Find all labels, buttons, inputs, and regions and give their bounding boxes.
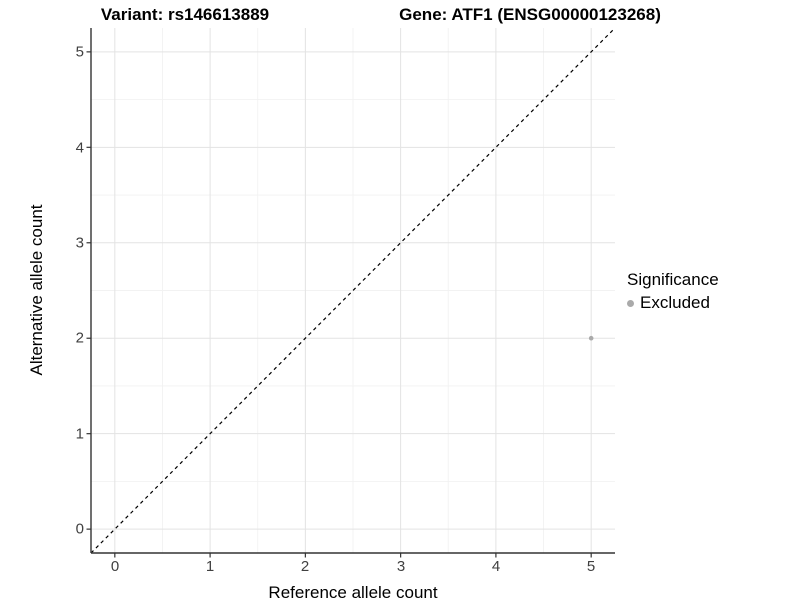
x-tick-label-2: 2 xyxy=(300,558,310,575)
gene-title: Gene: ATF1 (ENSG00000123268) xyxy=(399,5,661,24)
excluded-point-icon xyxy=(627,299,634,307)
y-tick-label-1: 1 xyxy=(75,425,84,443)
y-tick-label-0: 0 xyxy=(75,520,84,538)
legend-entry-excluded: Excluded xyxy=(627,292,719,313)
legend-entry-label: Excluded xyxy=(640,292,710,312)
data-point-excluded xyxy=(588,335,594,341)
y-tick-label-5: 5 xyxy=(75,43,84,61)
y-tick-label-3: 3 xyxy=(75,234,84,252)
x-tick-label-3: 3 xyxy=(396,558,406,575)
y-axis-title: Alternative allele count xyxy=(27,204,46,376)
y-tick-label-2: 2 xyxy=(75,329,84,347)
x-axis-title: Reference allele count xyxy=(268,583,438,600)
legend: Significance Excluded xyxy=(627,270,719,313)
x-tick-label-0: 0 xyxy=(110,558,120,575)
x-tick-label-4: 4 xyxy=(491,558,501,575)
legend-title: Significance xyxy=(627,270,719,289)
x-tick-label-1: 1 xyxy=(205,558,215,575)
variant-title: Variant: rs146613889 xyxy=(100,5,270,24)
x-tick-label-5: 5 xyxy=(586,558,596,575)
y-tick-label-4: 4 xyxy=(75,139,84,157)
identity-reference-line xyxy=(90,27,616,554)
